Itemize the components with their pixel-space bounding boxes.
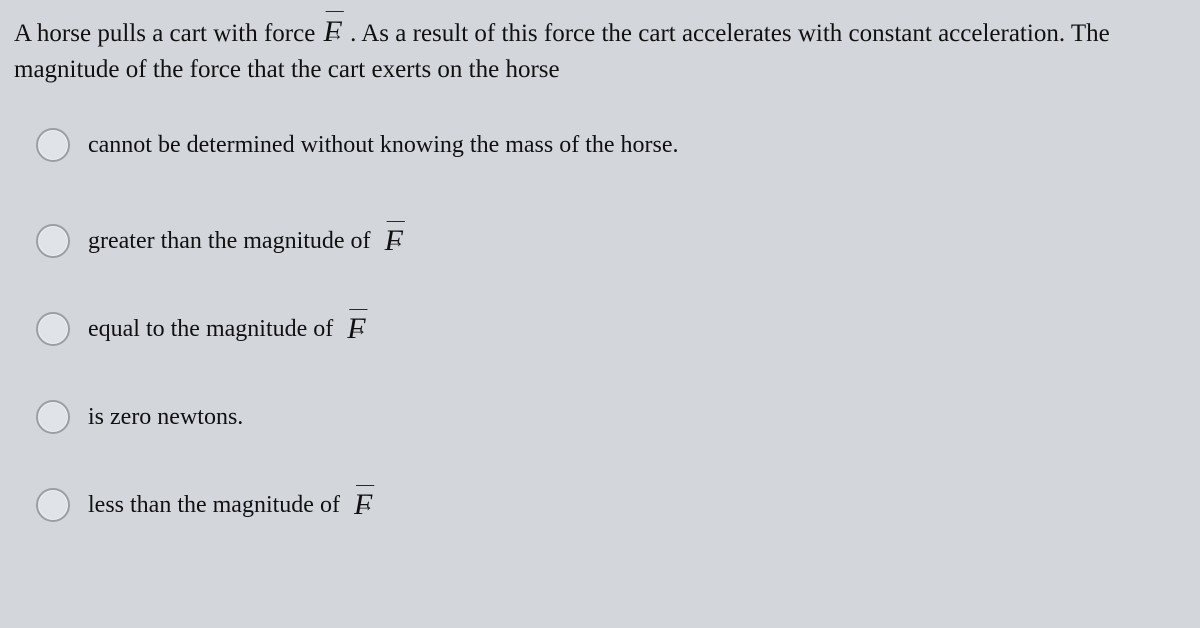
choice-text: cannot be determined without knowing the… [88,132,679,159]
choice-row: cannot be determined without knowing the… [36,128,1186,162]
choice-text: is zero newtons. [88,404,243,431]
question-text: A horse pulls a cart with force —→ F . A… [14,12,1186,86]
choice-prefix: less than the magnitude of [88,492,340,519]
choice-text: greater than the magnitude of —→ F [88,224,405,258]
force-vector-symbol: —→ F [383,224,405,258]
choice-plain: is zero newtons. [88,404,243,431]
question-page: A horse pulls a cart with force —→ F . A… [0,0,1200,522]
radio-button[interactable] [36,400,70,434]
radio-button[interactable] [36,128,70,162]
choice-text: less than the magnitude of —→ F [88,488,374,522]
choice-list: cannot be determined without knowing the… [36,128,1186,522]
vector-arrow-icon: —→ [383,210,407,252]
choice-text: equal to the magnitude of —→ F [88,312,368,346]
force-vector-symbol: —→ F [352,488,374,522]
choice-plain: cannot be determined without knowing the… [88,132,679,159]
choice-row: equal to the magnitude of —→ F [36,312,1186,346]
radio-button[interactable] [36,488,70,522]
choice-row: is zero newtons. [36,400,1186,434]
choice-prefix: greater than the magnitude of [88,228,371,255]
question-seg-0: A horse pulls a cart with force [14,20,322,47]
radio-button[interactable] [36,312,70,346]
choice-row: less than the magnitude of —→ F [36,488,1186,522]
choice-prefix: equal to the magnitude of [88,316,333,343]
choice-row: greater than the magnitude of —→ F [36,224,1186,258]
force-vector-symbol: —→ F [322,12,344,53]
vector-arrow-icon: —→ [322,0,346,47]
force-vector-symbol: —→ F [345,312,367,346]
vector-arrow-icon: —→ [352,474,376,516]
radio-button[interactable] [36,224,70,258]
vector-arrow-icon: —→ [345,298,369,340]
